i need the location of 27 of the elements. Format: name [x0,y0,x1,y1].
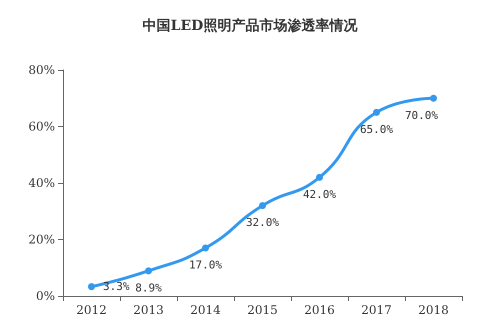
data-label: 17.0% [188,258,222,272]
x-tick-label: 2014 [190,303,222,317]
point [316,174,323,181]
data-label: 42.0% [302,188,336,201]
point [259,202,266,210]
data-label: 3.3% [103,280,130,294]
point [430,94,437,102]
y-tick-label: 40% [28,176,55,190]
y-tick-label: 80% [28,63,55,77]
x-tick-label: 2015 [247,303,278,317]
point [145,267,152,274]
y-tick-label: 20% [28,232,55,246]
data-label: 8.9% [135,281,162,294]
data-label: 65.0% [360,122,394,136]
x-tick-label: 2016 [304,303,335,317]
x-tick-label: 2018 [418,303,449,317]
chart-title: 中国LED照明产品市场渗透率情况 [142,17,358,34]
x-tick-label: 2013 [133,303,164,317]
x-tick-label: 2012 [76,303,107,317]
data-label: 32.0% [246,216,280,230]
data-label: 70.0% [404,108,438,122]
point [202,244,209,252]
point [373,108,380,116]
y-tick-label: 0% [36,289,55,303]
x-tick-label: 2017 [361,303,392,317]
point [88,283,95,290]
y-tick-label: 60% [28,120,55,134]
